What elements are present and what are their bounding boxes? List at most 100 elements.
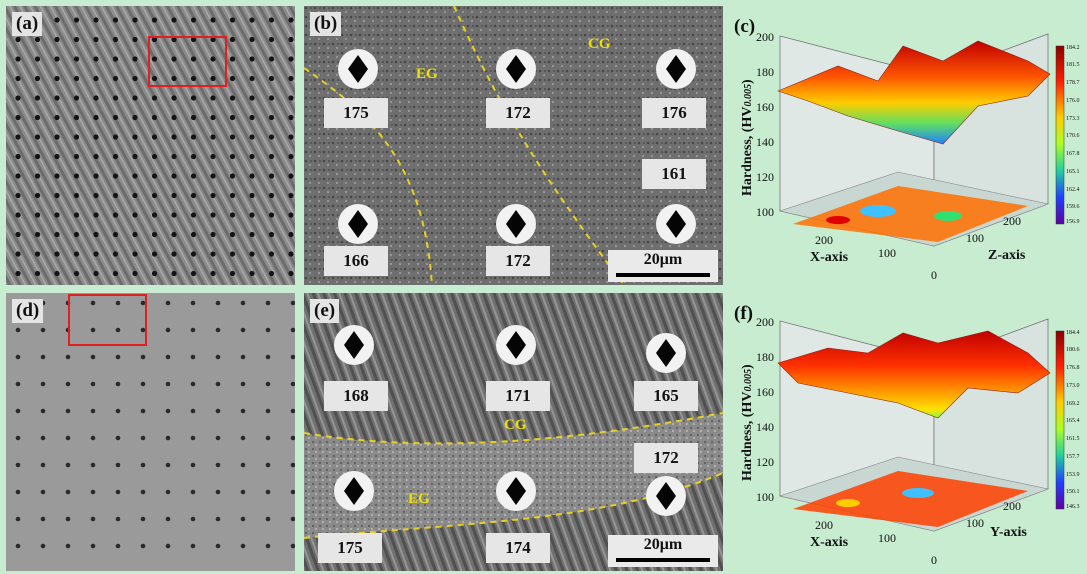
indent-mark xyxy=(54,36,60,43)
indent-mark xyxy=(34,270,41,277)
indent-mark xyxy=(90,300,96,306)
indent-mark xyxy=(40,381,46,387)
y-axis-label-c: Hardness, (HV0.005) xyxy=(740,79,756,196)
y-tick: 200 xyxy=(756,315,774,329)
indent-mark xyxy=(268,212,275,218)
indent-mark xyxy=(288,17,294,23)
indent-mark xyxy=(190,95,197,101)
indent-mark xyxy=(288,212,294,218)
indent-mark xyxy=(112,231,119,238)
indent-mark xyxy=(73,212,80,218)
indent-mark xyxy=(171,17,177,23)
indent-mark xyxy=(190,543,196,549)
indent-mark xyxy=(93,192,99,199)
colorbar-tick: 167.8 xyxy=(1066,151,1080,157)
indent-mark xyxy=(40,543,46,549)
indent-mark xyxy=(268,173,275,179)
indent-mark xyxy=(290,354,295,360)
indent-mark xyxy=(40,516,46,522)
indent-mark xyxy=(140,462,146,468)
y-axis-label-end: ) xyxy=(740,364,755,370)
indent-mark xyxy=(268,75,275,82)
panel-d-sem-image: (d) xyxy=(6,293,295,571)
indent-mark xyxy=(132,95,138,101)
indent-mark xyxy=(40,435,46,441)
y-tick: 100 xyxy=(756,205,774,219)
colorbar-f xyxy=(1055,330,1065,510)
indent-mark xyxy=(215,300,221,306)
indent-mark xyxy=(73,17,80,23)
colorbar-tick: 161.5 xyxy=(1066,436,1080,442)
indent-mark xyxy=(268,251,275,257)
indent-mark xyxy=(229,75,236,82)
indent-mark xyxy=(112,212,119,218)
y-tick: 160 xyxy=(756,100,774,114)
colorbar-tick: 157.7 xyxy=(1066,454,1080,460)
colorbar-tick: 180.6 xyxy=(1066,347,1080,353)
indent-mark xyxy=(265,408,271,414)
hardness-surface-c xyxy=(777,40,1051,145)
indent-mark xyxy=(249,251,255,257)
indent-mark xyxy=(249,17,255,23)
indent-mark xyxy=(210,36,216,43)
hardness-value: 166 xyxy=(324,246,388,276)
indent-mark xyxy=(140,489,146,495)
panel-e-sem-image: (e) 168 171 165 172 175 174 CG EG 20μm xyxy=(304,293,723,571)
indent-mark xyxy=(288,36,294,43)
indent-mark xyxy=(265,489,271,495)
indent-mark xyxy=(54,231,60,238)
colorbar-tick: 169.2 xyxy=(1066,401,1080,407)
colorbar-tick: 184.2 xyxy=(1066,45,1080,51)
indent-mark xyxy=(215,462,221,468)
indent-mark xyxy=(15,408,21,414)
indent-mark xyxy=(171,192,177,199)
panel-label-a: (a) xyxy=(12,12,43,36)
indent-mark xyxy=(90,381,96,387)
indent-mark xyxy=(249,270,255,277)
indent-mark xyxy=(140,327,146,333)
indent-mark xyxy=(34,95,41,101)
z-axis-name-c: Z-axis xyxy=(988,248,1026,263)
indent-mark xyxy=(112,75,119,82)
indent-mark xyxy=(190,462,196,468)
indent-mark xyxy=(65,462,71,468)
indent-mark xyxy=(54,173,60,179)
indent-mark xyxy=(240,516,246,522)
indent-mark xyxy=(90,354,96,360)
colorbar-tick: 184.4 xyxy=(1066,330,1080,336)
indent-mark xyxy=(265,300,271,306)
indent-mark xyxy=(171,251,177,257)
indent-mark xyxy=(268,153,275,160)
indent-mark xyxy=(140,516,146,522)
indent-mark xyxy=(15,56,21,62)
indent-mark xyxy=(190,327,196,333)
indent-mark xyxy=(190,251,197,257)
indent-mark xyxy=(151,173,158,179)
indent-mark xyxy=(210,56,216,62)
indent-mark xyxy=(34,192,41,199)
indent-mark xyxy=(15,354,21,360)
indent-mark xyxy=(249,173,255,179)
scale-bar-b: 20μm xyxy=(608,250,718,282)
indent-mark xyxy=(290,435,295,441)
hardness-value: 172 xyxy=(634,443,698,473)
indent-mark xyxy=(268,231,275,238)
y-tick: 140 xyxy=(756,420,774,434)
indent-mark xyxy=(190,114,197,121)
indent-mark xyxy=(93,212,99,218)
colorbar-tick: 159.6 xyxy=(1066,204,1080,210)
indent-mark xyxy=(73,173,80,179)
indent-mark xyxy=(15,212,21,218)
indent-mark xyxy=(151,75,158,82)
indent-mark xyxy=(132,251,138,257)
indent-mark xyxy=(34,75,41,82)
indent-mark xyxy=(93,17,99,23)
hardness-value: 176 xyxy=(642,98,706,128)
indent-mark xyxy=(65,489,71,495)
colorbar-tick: 178.7 xyxy=(1066,80,1080,86)
indent-mark xyxy=(93,134,99,140)
hardness-value: 172 xyxy=(486,98,550,128)
indent-mark xyxy=(15,435,21,441)
indent-mark xyxy=(140,381,146,387)
surface-plot-c xyxy=(777,33,1065,247)
